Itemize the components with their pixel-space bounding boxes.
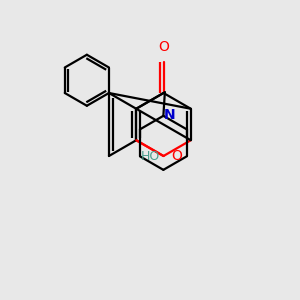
Text: HO: HO — [141, 149, 160, 163]
Text: O: O — [171, 149, 182, 163]
Text: O: O — [158, 40, 169, 54]
Text: N: N — [164, 108, 176, 122]
